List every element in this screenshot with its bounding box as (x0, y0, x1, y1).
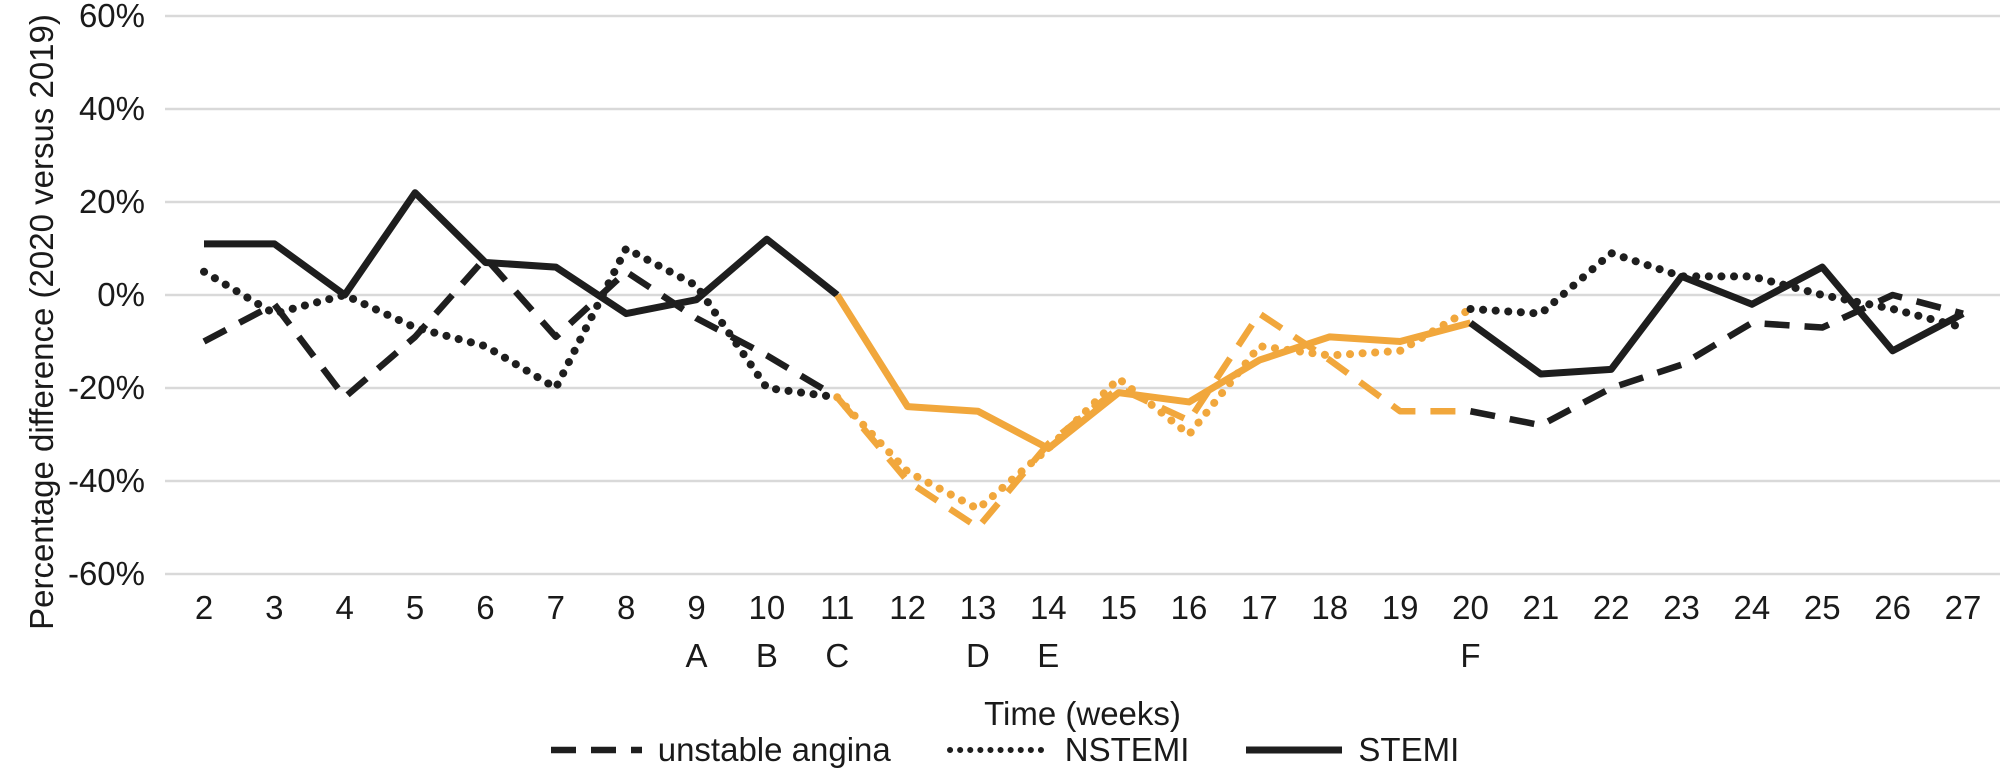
series-line-dotted (200, 244, 842, 402)
x-tick-label: 16 (1170, 589, 1208, 626)
x-tick-label: 20 (1452, 589, 1489, 626)
series-line-solid (1468, 263, 1965, 378)
x-tick-label: 11 (820, 589, 855, 626)
x-tick-label: 8 (616, 589, 636, 626)
series-line-solid (834, 293, 1472, 452)
series-line-dashed (202, 254, 839, 401)
x-tick-label: 9 (687, 589, 706, 626)
y-tick-label: 60% (78, 0, 145, 34)
legend: unstable angina NSTEMI STEMI (0, 731, 2008, 769)
solid-line-swatch-icon (1246, 746, 1343, 754)
x-tick-label: 23 (1663, 589, 1700, 626)
x-tick-label: 27 (1944, 589, 1982, 626)
event-marker-label: E (1037, 637, 1060, 674)
x-tick-label: 21 (1522, 589, 1560, 626)
x-tick-label: 2 (194, 589, 214, 626)
y-tick-label: -40% (67, 462, 145, 499)
event-marker-label: B (755, 637, 778, 674)
x-axis-title: Time (weeks) (984, 695, 1181, 732)
x-tick-label: 26 (1874, 589, 1911, 626)
x-tick-label: 13 (959, 589, 997, 626)
x-tick-label: 3 (265, 589, 284, 626)
x-tick-label: 14 (1029, 589, 1067, 626)
x-tick-label: 22 (1592, 589, 1630, 626)
x-tick-label: 24 (1733, 589, 1771, 626)
y-axis-title: Percentage difference (2020 versus 2019) (23, 14, 60, 630)
x-tick-label: 15 (1100, 589, 1138, 626)
event-marker-label: F (1460, 637, 1481, 674)
event-marker-label: A (685, 637, 708, 674)
series-line-dotted (1466, 249, 1967, 332)
x-tick-label: 4 (335, 589, 354, 626)
y-tick-label: -20% (67, 369, 145, 406)
x-tick-label: 19 (1381, 589, 1419, 626)
x-tick-label: 5 (405, 589, 425, 626)
series-line-dotted (833, 304, 1475, 513)
series-line-dashed (1469, 291, 1964, 429)
x-tick-label: 7 (546, 589, 565, 626)
series-line-dashed (834, 310, 1471, 531)
y-tick-label: 0% (97, 276, 145, 313)
event-marker-label: C (825, 637, 850, 674)
legend-item-stemi: STEMI (1244, 731, 1459, 769)
legend-label-stemi: STEMI (1358, 731, 1460, 768)
legend-label-nstemi: NSTEMI (1064, 731, 1190, 768)
x-tick-label: 12 (889, 589, 926, 626)
legend-item-unstable-angina: unstable angina (549, 731, 891, 769)
event-marker-label: D (966, 637, 990, 674)
y-tick-label: -60% (67, 555, 145, 592)
dotted-line-swatch-icon (946, 747, 1050, 753)
x-tick-label: 17 (1241, 589, 1278, 626)
x-tick-label: 18 (1311, 589, 1349, 626)
x-tick-label: 6 (476, 589, 495, 626)
x-tick-label: 10 (748, 589, 786, 626)
y-tick-label: 40% (78, 90, 145, 127)
legend-item-nstemi: NSTEMI (946, 731, 1190, 769)
series-line-solid (204, 189, 840, 318)
legend-label-unstable-angina: unstable angina (657, 731, 891, 768)
x-tick-label: 25 (1803, 589, 1841, 626)
dashed-line-swatch-icon (550, 746, 642, 754)
y-tick-label: 20% (78, 183, 145, 220)
